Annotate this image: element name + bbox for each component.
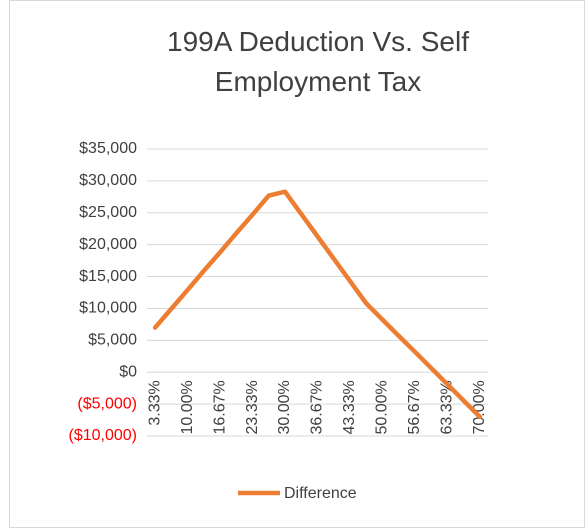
x-tick-label: 56.67% <box>406 380 423 434</box>
y-tick-label: $20,000 <box>79 236 137 253</box>
x-tick-label: 70.00% <box>471 380 488 434</box>
x-tick-label: 36.67% <box>309 380 326 434</box>
y-tick-label: $25,000 <box>79 204 137 221</box>
x-tick-label: 10.00% <box>179 380 196 434</box>
y-tick-label: $15,000 <box>79 268 137 285</box>
x-tick-label: 30.00% <box>276 380 293 434</box>
y-tick-label: ($5,000) <box>77 395 137 412</box>
x-tick-label: 23.33% <box>244 380 261 434</box>
y-tick-label: $35,000 <box>79 140 137 157</box>
x-tick-label: 16.67% <box>211 380 228 434</box>
chart-title: 199A Deduction Vs. Self Employment Tax <box>167 26 469 97</box>
y-tick-label: ($10,000) <box>69 427 138 444</box>
chart-border <box>9 0 585 528</box>
y-tick-label: $30,000 <box>79 172 137 189</box>
y-tick-label: $10,000 <box>79 300 137 317</box>
legend-label: Difference <box>284 485 357 502</box>
x-tick-label: 43.33% <box>341 380 358 434</box>
x-tick-label: 63.33% <box>439 380 456 434</box>
x-tick-label: 50.00% <box>374 380 391 434</box>
y-tick-label: $5,000 <box>88 332 137 349</box>
data-line <box>152 189 483 420</box>
x-tick-label: 3.33% <box>146 380 163 425</box>
y-tick-label: $0 <box>119 363 137 380</box>
